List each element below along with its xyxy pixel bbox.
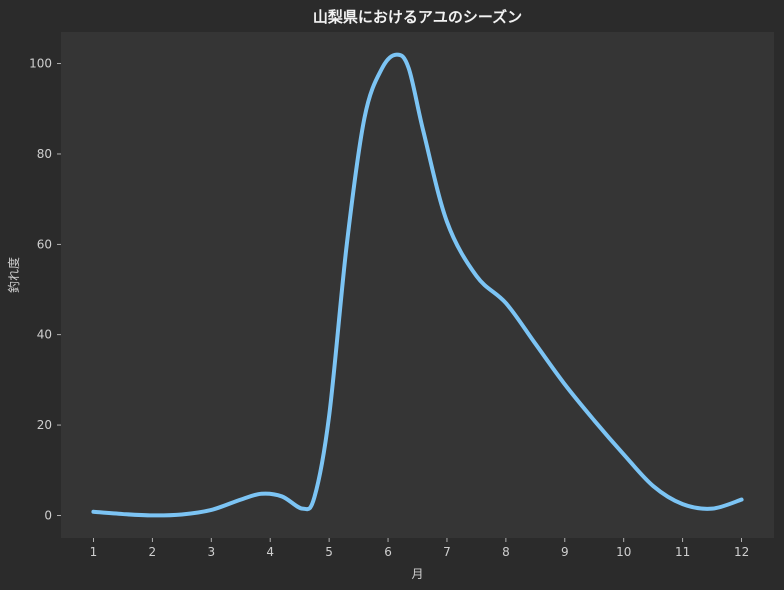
- x-tick-label: 1: [90, 545, 98, 559]
- x-tick-label: 9: [561, 545, 569, 559]
- x-tick-label: 2: [149, 545, 157, 559]
- y-tick-label: 0: [44, 508, 52, 522]
- x-tick-label: 8: [502, 545, 510, 559]
- series-layer: [91, 52, 744, 518]
- x-tick-label: 11: [675, 545, 690, 559]
- y-axis: 0 20 40 60 80 100: [29, 57, 61, 522]
- y-tick-label: 40: [37, 328, 52, 342]
- y-tick-label: 20: [37, 418, 52, 432]
- chart-title: 山梨県におけるアユのシーズン: [313, 8, 522, 26]
- x-tick-label: 10: [616, 545, 631, 559]
- x-tick-label: 5: [325, 545, 333, 559]
- plot-area: [61, 32, 774, 538]
- series-line: [91, 52, 744, 518]
- x-axis-title: 月: [411, 567, 423, 581]
- x-tick-label: 6: [384, 545, 392, 559]
- x-axis: 1 2 3 4 5 6 7 8 9 10 11 12: [90, 538, 749, 559]
- y-tick-label: 80: [37, 147, 52, 161]
- y-tick-label: 60: [37, 237, 52, 251]
- y-tick-label: 100: [29, 57, 52, 71]
- x-tick-label: 3: [207, 545, 215, 559]
- x-tick-label: 7: [443, 545, 451, 559]
- x-tick-label: 12: [734, 545, 749, 559]
- x-tick-label: 4: [266, 545, 274, 559]
- y-axis-title: 釣れ度: [6, 257, 21, 293]
